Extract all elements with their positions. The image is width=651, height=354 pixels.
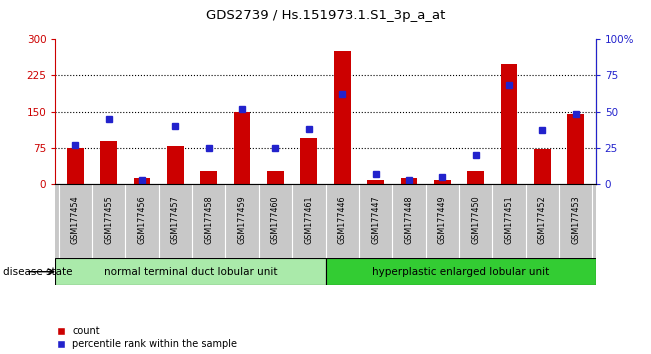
Bar (567, 114, 584, 184)
Text: GSM177446: GSM177446 (338, 195, 347, 244)
Bar (67, 148, 84, 184)
Text: GSM177449: GSM177449 (437, 195, 447, 244)
Bar (234, 113, 251, 184)
Text: GSM177450: GSM177450 (471, 195, 480, 244)
Legend: count, percentile rank within the sample: count, percentile rank within the sample (57, 326, 238, 349)
Text: GSM177459: GSM177459 (238, 195, 247, 244)
Bar (201, 171, 217, 184)
Text: GSM177460: GSM177460 (271, 195, 280, 244)
Text: GSM177461: GSM177461 (304, 195, 313, 244)
Text: GSM177455: GSM177455 (104, 195, 113, 244)
Text: normal terminal duct lobular unit: normal terminal duct lobular unit (104, 267, 277, 277)
Text: GSM177454: GSM177454 (71, 195, 80, 244)
Text: GSM177451: GSM177451 (505, 195, 514, 244)
Bar (55, 258, 325, 285)
Bar (100, 141, 117, 184)
Text: GSM177452: GSM177452 (538, 195, 547, 244)
Bar (501, 64, 518, 184)
Bar (133, 178, 150, 184)
Bar (167, 146, 184, 184)
Text: disease state: disease state (3, 267, 73, 277)
Bar (400, 178, 417, 184)
Text: GDS2739 / Hs.151973.1.S1_3p_a_at: GDS2739 / Hs.151973.1.S1_3p_a_at (206, 9, 445, 22)
Text: GSM177457: GSM177457 (171, 195, 180, 244)
Bar (267, 171, 284, 184)
Bar (334, 51, 350, 184)
Text: hyperplastic enlarged lobular unit: hyperplastic enlarged lobular unit (372, 267, 549, 277)
Text: GSM177448: GSM177448 (404, 195, 413, 244)
Bar (467, 171, 484, 184)
Text: GSM177447: GSM177447 (371, 195, 380, 244)
Bar (367, 180, 384, 184)
Bar (434, 180, 450, 184)
Bar (301, 138, 317, 184)
Text: GSM177453: GSM177453 (571, 195, 580, 244)
Text: GSM177456: GSM177456 (137, 195, 146, 244)
Bar (326, 258, 596, 285)
Bar (534, 149, 551, 184)
Text: GSM177458: GSM177458 (204, 195, 214, 244)
